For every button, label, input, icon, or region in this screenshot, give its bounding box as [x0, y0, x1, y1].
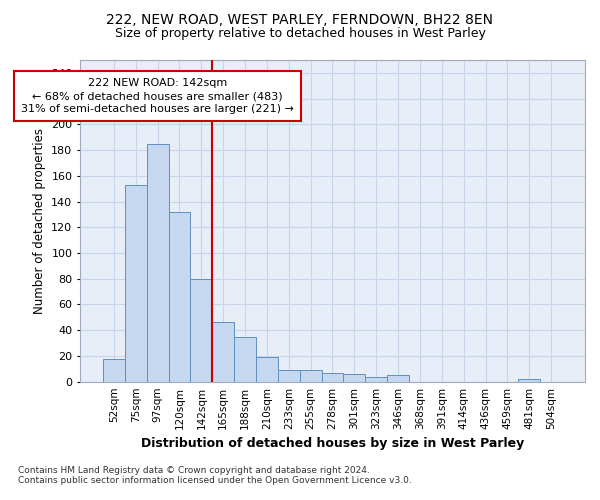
- Y-axis label: Number of detached properties: Number of detached properties: [32, 128, 46, 314]
- Bar: [190, 278, 212, 382]
- Bar: [212, 322, 234, 382]
- Bar: [343, 374, 365, 382]
- Text: 222 NEW ROAD: 142sqm
← 68% of detached houses are smaller (483)
31% of semi-deta: 222 NEW ROAD: 142sqm ← 68% of detached h…: [21, 78, 294, 114]
- Text: Contains HM Land Registry data © Crown copyright and database right 2024.
Contai: Contains HM Land Registry data © Crown c…: [18, 466, 412, 485]
- Bar: [169, 212, 190, 382]
- X-axis label: Distribution of detached houses by size in West Parley: Distribution of detached houses by size …: [141, 437, 524, 450]
- Bar: [387, 375, 409, 382]
- Bar: [299, 370, 322, 382]
- Text: Size of property relative to detached houses in West Parley: Size of property relative to detached ho…: [115, 28, 485, 40]
- Bar: [146, 144, 169, 382]
- Bar: [256, 357, 278, 382]
- Bar: [125, 185, 146, 382]
- Bar: [518, 379, 540, 382]
- Bar: [365, 376, 387, 382]
- Bar: [322, 372, 343, 382]
- Text: 222, NEW ROAD, WEST PARLEY, FERNDOWN, BH22 8EN: 222, NEW ROAD, WEST PARLEY, FERNDOWN, BH…: [107, 12, 493, 26]
- Bar: [278, 370, 299, 382]
- Bar: [234, 336, 256, 382]
- Bar: [103, 358, 125, 382]
